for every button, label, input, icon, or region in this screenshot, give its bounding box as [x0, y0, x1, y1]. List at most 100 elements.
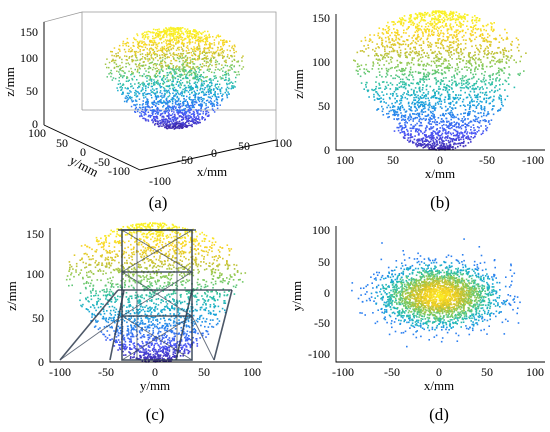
point-a: [183, 114, 185, 116]
point-a: [166, 72, 168, 74]
point-a: [156, 28, 159, 31]
point-b: [446, 30, 449, 32]
point-a: [171, 122, 173, 124]
point-a: [112, 58, 114, 61]
point-b: [503, 72, 505, 74]
point-b: [422, 33, 424, 35]
point-c: [158, 235, 160, 237]
point-a: [235, 76, 237, 79]
point-a: [162, 119, 165, 121]
point-a: [183, 109, 186, 112]
point-b: [403, 115, 406, 118]
point-a: [205, 56, 207, 58]
point-a: [156, 81, 158, 83]
point-a: [195, 66, 198, 68]
point-b: [474, 15, 476, 17]
point-b: [451, 58, 453, 60]
point-b: [496, 60, 499, 62]
point-b: [431, 148, 433, 150]
point-b: [486, 57, 489, 59]
point-a: [142, 61, 145, 63]
point-b: [518, 43, 520, 46]
point-a: [172, 53, 174, 55]
point-b: [437, 17, 440, 19]
point-a: [154, 118, 157, 121]
point-b: [458, 118, 460, 121]
point-b: [388, 62, 390, 65]
point-a: [188, 71, 190, 73]
point-a: [127, 45, 130, 47]
point-b: [461, 36, 464, 38]
point-c: [192, 243, 195, 246]
point-a: [188, 43, 191, 45]
point-b: [419, 28, 421, 30]
point-a: [190, 87, 192, 89]
point-a: [170, 120, 172, 122]
point-b: [463, 66, 466, 68]
point-b: [409, 108, 412, 111]
point-b: [428, 73, 430, 75]
point-b: [363, 88, 365, 90]
point-a: [209, 87, 211, 90]
point-a: [155, 64, 157, 67]
point-a: [170, 28, 173, 30]
x-axis-a: [139, 139, 277, 171]
panel-a-3d-scatter: 0 50 100 150 z/mm 100 50 0 -50 -100 y/mm…: [2, 11, 292, 212]
point-a: [197, 118, 200, 120]
point-a: [216, 83, 218, 85]
point-a: [181, 41, 184, 43]
point-b: [395, 32, 397, 34]
point-c: [141, 233, 143, 236]
point-b: [456, 38, 458, 41]
point-b: [426, 144, 428, 146]
point-b: [393, 43, 396, 45]
point-b: [444, 14, 446, 17]
point-a: [145, 89, 147, 92]
point-b: [447, 85, 450, 87]
point-b: [469, 101, 471, 103]
point-a: [153, 101, 156, 104]
point-a: [179, 83, 182, 85]
point-a: [189, 71, 192, 73]
point-b: [396, 75, 399, 78]
point-b: [375, 81, 377, 83]
point-a: [188, 36, 190, 38]
point-a: [181, 124, 183, 126]
point-b: [519, 72, 521, 75]
point-b: [437, 131, 439, 134]
point-a: [194, 122, 196, 125]
point-b: [462, 142, 465, 144]
point-b: [428, 64, 430, 66]
point-b: [457, 57, 460, 60]
point-a: [179, 100, 182, 103]
point-b: [467, 112, 469, 115]
point-a: [166, 57, 168, 59]
point-a: [179, 82, 181, 84]
point-a: [186, 34, 189, 37]
point-b: [435, 19, 438, 21]
xlabel-b: x/mm: [425, 166, 455, 181]
point-b: [402, 43, 405, 45]
point-b: [468, 55, 470, 57]
point-a: [196, 122, 199, 124]
point-c: [134, 294, 137, 297]
point-a: [208, 93, 210, 96]
point-a: [152, 120, 154, 122]
point-b: [375, 85, 378, 88]
point-a: [202, 92, 205, 94]
point-b: [440, 118, 443, 120]
point-a: [177, 42, 179, 44]
point-b: [518, 74, 521, 76]
point-b: [403, 83, 406, 86]
point-a: [217, 93, 219, 95]
point-b: [381, 75, 383, 78]
point-b: [422, 64, 424, 66]
point-b: [407, 137, 410, 139]
point-b: [365, 48, 367, 50]
point-b: [397, 107, 400, 109]
point-b: [446, 84, 448, 86]
point-a: [159, 63, 161, 66]
point-a: [181, 90, 183, 93]
point-b: [461, 118, 464, 120]
